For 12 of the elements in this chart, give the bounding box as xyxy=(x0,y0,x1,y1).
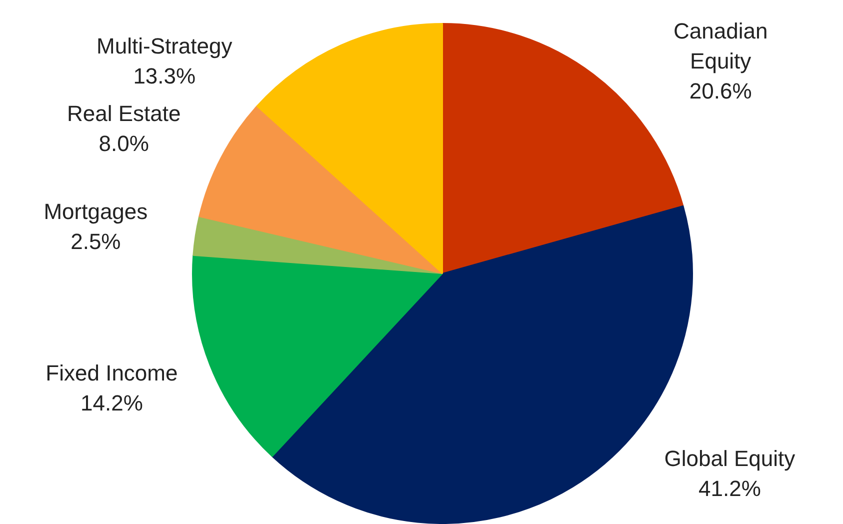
data-label: 20.6% xyxy=(689,78,752,104)
slice-label: Canadian Equity xyxy=(674,18,768,74)
slice-label: Global Equity xyxy=(664,446,796,471)
slice-label: Real Estate xyxy=(66,101,181,126)
data-label: 2.5% xyxy=(70,228,121,254)
slice-label: Mortgages xyxy=(44,198,148,224)
data-label: 8.0% xyxy=(98,131,149,156)
slice-label: Fixed Income xyxy=(46,360,178,386)
data-label: 13.3% xyxy=(133,64,196,88)
data-label: 14.2% xyxy=(80,390,143,416)
slice-label: Multi-Strategy xyxy=(96,34,232,58)
data-label: 41.2% xyxy=(698,476,761,501)
